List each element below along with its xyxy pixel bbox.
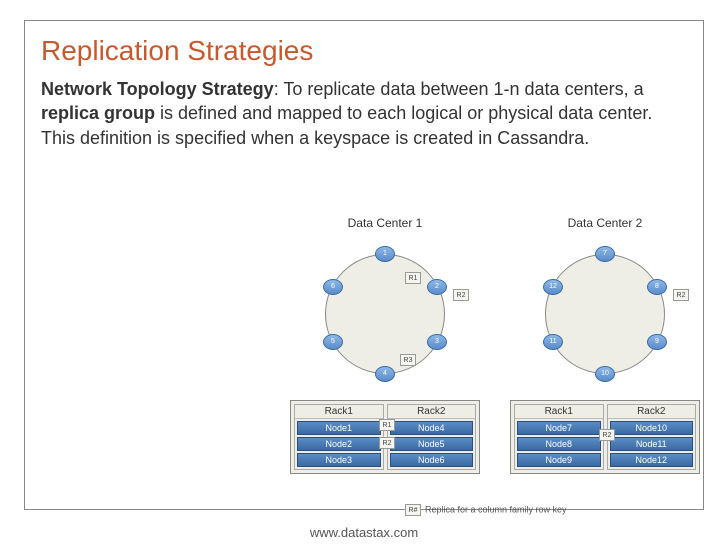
rack-replica-tag: R1	[379, 419, 395, 431]
legend: R# Replica for a column family row key	[405, 504, 567, 516]
node-box: Node9	[517, 453, 601, 467]
legend-text: Replica for a column family row key	[425, 504, 567, 514]
rack-2: Rack2 Node10 Node11 Node12	[607, 404, 697, 470]
node-box: Node11	[610, 437, 694, 451]
ring-node: 2	[427, 279, 447, 295]
rack-header: Rack1	[295, 405, 383, 419]
ring-node: 12	[543, 279, 563, 295]
ring-node: 11	[543, 334, 563, 350]
rack-2: Rack2 Node4 Node5 Node6	[387, 404, 477, 470]
rack-replica-tag: R2	[599, 429, 615, 441]
dc2-racks: Rack1 Node7 Node8 Node9 Rack2 Node10 Nod…	[510, 400, 700, 474]
ring-node: 7	[595, 246, 615, 262]
footer-url: www.datastax.com	[0, 525, 728, 540]
slide-title: Replication Strategies	[41, 35, 687, 67]
ring-node: 1	[375, 246, 395, 262]
legend-tag: R#	[405, 504, 421, 516]
diagram-area: Data Center 1 1 2 3 4 5 6 R1 R2 R3 Rack1…	[285, 216, 715, 516]
ring-node: 5	[323, 334, 343, 350]
node-box: Node5	[390, 437, 474, 451]
replica-tag: R3	[400, 354, 416, 366]
node-box: Node10	[610, 421, 694, 435]
dc1-label: Data Center 1	[285, 216, 485, 230]
node-box: Node12	[610, 453, 694, 467]
slide-frame: Replication Strategies Network Topology …	[24, 20, 704, 510]
rack-1: Rack1 Node1 Node2 Node3	[294, 404, 384, 470]
rack-header: Rack1	[515, 405, 603, 419]
replica-tag: R1	[405, 272, 421, 284]
replica-group-term: replica group	[41, 103, 155, 123]
node-box: Node2	[297, 437, 381, 451]
strategy-name: Network Topology Strategy	[41, 79, 274, 99]
ring-node: 3	[427, 334, 447, 350]
replica-tag: R2	[673, 289, 689, 301]
ring-circle	[545, 254, 665, 374]
ring-node: 6	[323, 279, 343, 295]
replica-tag: R2	[453, 289, 469, 301]
node-box: Node8	[517, 437, 601, 451]
node-box: Node6	[390, 453, 474, 467]
body-text: Network Topology Strategy: To replicate …	[41, 77, 687, 150]
ring-node: 9	[647, 334, 667, 350]
datacenter-2: Data Center 2 7 8 9 10 11 12 R2 Rack1 No…	[505, 216, 705, 474]
ring-node: 4	[375, 366, 395, 382]
rack-replica-tag: R2	[379, 437, 395, 449]
dc1-ring: 1 2 3 4 5 6 R1 R2 R3	[305, 234, 465, 394]
dc2-ring: 7 8 9 10 11 12 R2	[525, 234, 685, 394]
node-box: Node3	[297, 453, 381, 467]
dc2-label: Data Center 2	[505, 216, 705, 230]
node-box: Node4	[390, 421, 474, 435]
rack-header: Rack2	[388, 405, 476, 419]
node-box: Node7	[517, 421, 601, 435]
rack-1: Rack1 Node7 Node8 Node9	[514, 404, 604, 470]
ring-node: 10	[595, 366, 615, 382]
ring-node: 8	[647, 279, 667, 295]
body-segment-1: : To replicate data between 1-n data cen…	[274, 79, 644, 99]
ring-circle	[325, 254, 445, 374]
dc1-racks: Rack1 Node1 Node2 Node3 Rack2 Node4 Node…	[290, 400, 480, 474]
node-box: Node1	[297, 421, 381, 435]
datacenter-1: Data Center 1 1 2 3 4 5 6 R1 R2 R3 Rack1…	[285, 216, 485, 474]
rack-header: Rack2	[608, 405, 696, 419]
